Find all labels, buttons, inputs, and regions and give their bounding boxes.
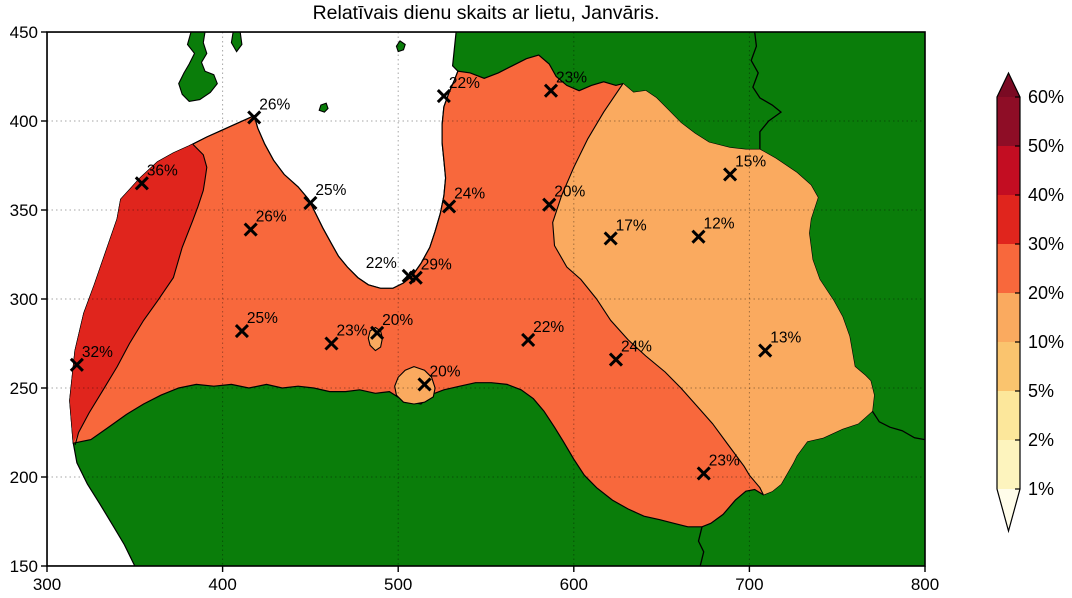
colorbar-tick-label: 10% [1028,332,1064,352]
station-marker: 22% [521,319,564,348]
colorbar-over-arrow [997,73,1020,97]
y-tick-label: 450 [10,23,38,42]
station-value-label: 32% [82,344,113,361]
station-marker: 20% [370,312,413,340]
station-value-label: 24% [454,185,485,202]
station-marker: 24% [608,339,652,367]
station-marker: 20% [417,363,461,392]
station-marker: 26% [243,209,287,237]
y-tick-label: 300 [10,290,38,309]
country-border-line [871,410,925,441]
colorbar-band [997,342,1020,391]
x-tick-label: 400 [208,575,236,594]
latvia-region-30-40 [69,144,207,444]
station-marker: 17% [603,217,647,246]
contour-line-30pct [74,143,208,446]
y-tick-label: 200 [10,468,38,487]
chart-title: Relatīvais dienu skaits ar lietu, Janvār… [313,2,660,24]
station-marker: 13% [758,330,801,358]
colorbar-tick-label: 60% [1028,87,1064,107]
station-marker: 15% [723,153,766,182]
station-value-label: 22% [366,255,397,272]
station-value-label: 26% [256,209,287,226]
station-value-label: 17% [616,217,647,234]
station-value-label: 15% [735,153,766,170]
station-marker: 23% [696,452,740,481]
station-marker: 23% [543,70,587,98]
station-marker: 36% [134,162,178,191]
axes: 300 400 500 600 700 800 150 200 250 300 350 400 450 [10,23,940,594]
colorbar-tick-label: 2% [1028,430,1054,450]
colorbar-tick-label: 5% [1028,381,1054,401]
station-marker: 20% [542,184,585,212]
station-value-label: 12% [703,216,734,233]
x-tick-label: 500 [384,575,412,594]
station-marker: 24% [442,185,485,214]
colorbar-band [997,195,1020,244]
x-tick-label: 300 [33,575,61,594]
x-tick-label: 800 [911,575,939,594]
latvia-region-10-20 [552,83,875,495]
station-marker: 12% [691,216,735,244]
colorbar: 60% 50% 40% 30% 20% 10% 5% 2% 1% [996,71,1064,534]
station-marker: 29% [408,257,452,285]
station-marker: 22% [436,75,480,104]
colorbar-band [997,440,1020,489]
station-value-label: 23% [556,70,587,87]
island [318,102,329,113]
station-value-label: 22% [449,75,480,92]
station-marker: 26% [247,96,290,125]
colorbar-band [997,97,1020,146]
station-value-label: 24% [621,339,652,356]
colorbar-under-arrow [997,489,1020,531]
station-value-label: 25% [247,310,278,327]
country-border-line [750,32,783,150]
station-value-label: 23% [336,323,367,340]
closed-contour-20pct-large [394,366,436,405]
station-value-label: 29% [421,257,452,274]
station-marker: 32% [69,344,113,372]
x-tick-label: 700 [735,575,763,594]
station-marker: 23% [324,323,368,351]
country-border-line [697,526,705,566]
island [178,32,218,102]
y-tick-label: 250 [10,379,38,398]
y-tick-label: 400 [10,112,38,131]
x-tick-label: 600 [560,575,588,594]
island [230,32,243,53]
station-value-label: 23% [709,452,740,469]
colorbar-band [997,146,1020,195]
station-value-label: 25% [315,182,346,199]
colorbar-tick-label: 50% [1028,136,1064,156]
colorbar-band [997,244,1020,293]
colorbar-tick-label: 20% [1028,283,1064,303]
station-value-label: 36% [147,162,178,179]
colorbar-tick-label: 1% [1028,479,1054,499]
station-value-label: 20% [382,312,413,329]
station-value-label: 20% [430,363,461,380]
station-marker: 25% [234,310,278,339]
colorbar-tick-label: 40% [1028,185,1064,205]
y-tick-label: 150 [10,557,38,576]
colorbar-tick-label: 30% [1028,234,1064,254]
colorbar-band [997,293,1020,342]
y-tick-label: 350 [10,201,38,220]
island [395,40,406,53]
station-value-label: 13% [770,330,801,347]
map-layers [47,32,925,566]
station-marker: 22% [366,255,416,283]
station-value-label: 22% [533,319,564,336]
station-value-label: 20% [554,184,585,201]
contour-line-20pct [552,83,764,496]
station-marker: 25% [303,182,347,210]
colorbar-band [997,391,1020,440]
plot-area: 36% 26% 25% 26% 22% 23% 24% 20% 15% 17% 12% 22% 29% 2… [47,32,925,566]
station-value-label: 26% [259,96,290,113]
